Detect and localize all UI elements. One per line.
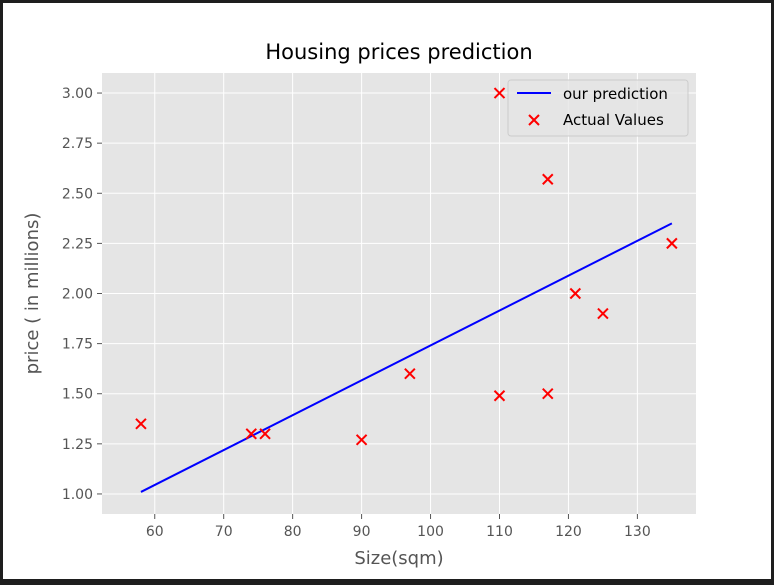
x-marker-stroke xyxy=(404,367,416,380)
x-marker-stroke xyxy=(245,428,257,440)
actual-value-point xyxy=(597,307,609,320)
x-marker-stroke xyxy=(135,418,147,430)
actual-value-point xyxy=(569,287,582,300)
x-marker-stroke xyxy=(597,307,609,320)
legend-box xyxy=(507,79,689,137)
actual-value-point xyxy=(542,173,554,185)
axis-ticks: 60 70 80 90 100 110 120 130 1.00 1.25 1.50 1.75 2.00… xyxy=(62,86,651,540)
x-tick-label: 70 xyxy=(215,524,233,540)
x-tick-label: 90 xyxy=(353,524,371,540)
x-marker-stroke xyxy=(569,287,582,300)
x-marker-stroke xyxy=(493,390,506,402)
x-marker-stroke xyxy=(493,87,506,99)
prediction-line xyxy=(140,222,673,493)
legend-x-marker xyxy=(528,114,540,126)
actual-value-point xyxy=(245,428,257,440)
actual-value-point xyxy=(542,388,554,400)
x-marker-stroke xyxy=(542,173,554,185)
y-tick-label: 1.50 xyxy=(62,387,93,403)
y-tick-label: 2.25 xyxy=(62,236,93,252)
x-tick-label: 100 xyxy=(417,524,444,540)
x-tick-label: 80 xyxy=(284,524,302,540)
actual-value-point xyxy=(666,237,678,250)
x-axis-label: Size(sqm) xyxy=(354,548,443,569)
y-tick-label: 1.25 xyxy=(62,437,93,453)
x-tick-label: 110 xyxy=(486,524,513,540)
actual-value-point xyxy=(259,428,271,440)
actual-value-point xyxy=(493,390,506,402)
y-tick-label: 2.00 xyxy=(62,287,93,303)
y-tick-label: 2.75 xyxy=(62,136,93,152)
actual-value-point xyxy=(355,434,368,446)
x-marker-stroke xyxy=(355,434,368,446)
x-tick-label: 60 xyxy=(146,524,164,540)
chart-title: Housing prices prediction xyxy=(265,40,532,64)
grid-lines xyxy=(102,73,696,514)
legend-label-our-prediction: our prediction xyxy=(563,85,668,103)
actual-value-point xyxy=(135,418,147,430)
y-tick-label: 1.00 xyxy=(62,487,93,503)
x-marker-stroke xyxy=(542,388,554,400)
actual-value-point xyxy=(493,87,506,99)
y-tick-label: 1.75 xyxy=(62,337,93,353)
x-tick-label: 120 xyxy=(555,524,582,540)
y-axis-label: price ( in millions) xyxy=(22,213,43,375)
actual-value-point xyxy=(404,367,416,380)
x-marker-stroke xyxy=(528,114,540,126)
y-tick-label: 2.50 xyxy=(62,186,93,202)
x-marker-stroke xyxy=(666,237,678,250)
x-marker-stroke xyxy=(259,428,271,440)
chart-svg: 60 70 80 90 100 110 120 130 1.00 1.25 1.50 1.75 2.00… xyxy=(22,40,696,569)
chart-figure: 60 70 80 90 100 110 120 130 1.00 1.25 1.50 1.75 2.00… xyxy=(3,3,771,579)
data-marks xyxy=(135,87,678,493)
x-tick-label: 130 xyxy=(624,524,651,540)
y-tick-label: 3.00 xyxy=(62,86,93,102)
legend-label-actual-values: Actual Values xyxy=(563,111,664,129)
legend-swatch-x-marker xyxy=(528,114,540,126)
legend: our prediction Actual Values xyxy=(507,79,689,137)
